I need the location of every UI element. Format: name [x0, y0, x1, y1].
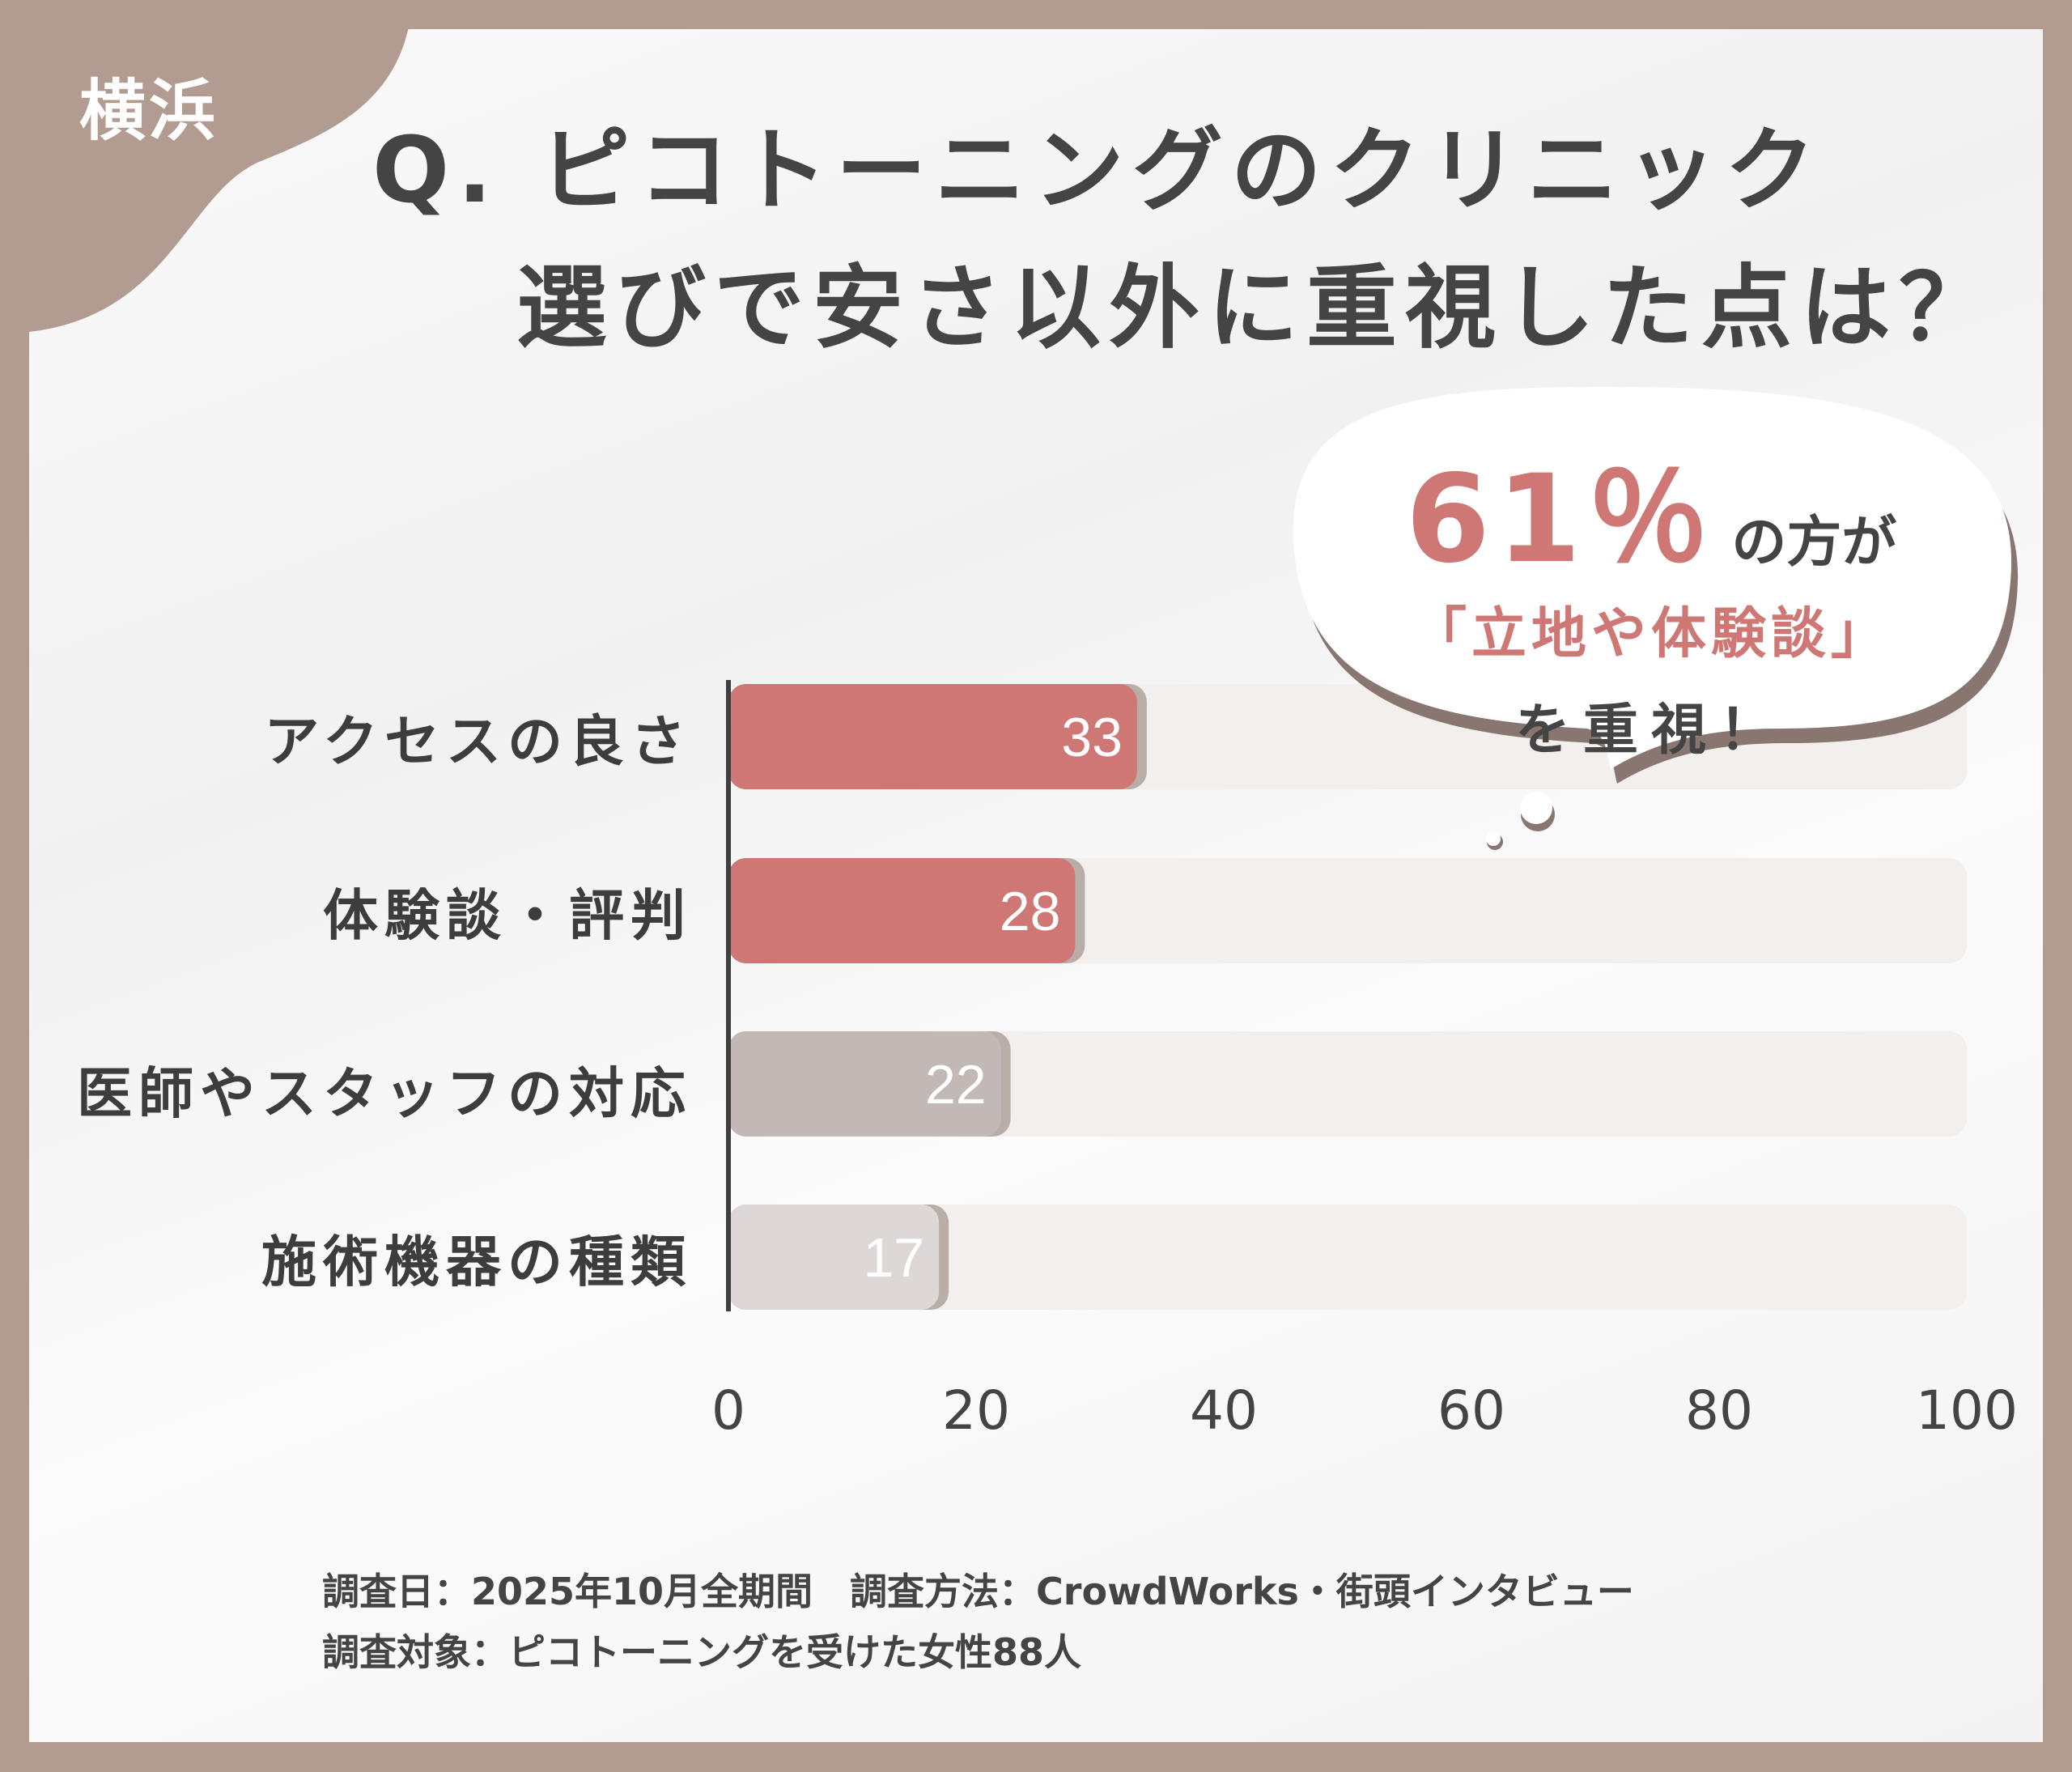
- category-label: 施術機器の種類: [261, 1230, 692, 1295]
- category-label: 体験談・評判: [322, 884, 692, 949]
- callout-bubble: [1293, 386, 2012, 769]
- x-tick-label: 0: [711, 1379, 745, 1442]
- callout-text: 61％ の方が 「立地や体験談」 を重視！: [1295, 421, 2007, 765]
- bubble-dot: [1520, 792, 1552, 824]
- x-tick-label: 60: [1437, 1379, 1505, 1442]
- x-tick-label: 20: [942, 1379, 1010, 1442]
- bar: [728, 684, 1137, 789]
- bar-track: [728, 1031, 1967, 1137]
- callout-percent: 61％: [1405, 449, 1716, 590]
- x-tick-label: 100: [1916, 1379, 2018, 1442]
- bar-track: [728, 1205, 1967, 1310]
- bar-value-label: 33: [1061, 707, 1123, 768]
- category-label: 医師やスタッフの対応: [76, 1062, 692, 1127]
- bar-value-label: 22: [925, 1054, 987, 1115]
- bar: [728, 1205, 940, 1310]
- x-tick-label: 80: [1685, 1379, 1753, 1442]
- bar: [728, 858, 1076, 963]
- footnote-survey-info: 調査日：2025年10月全期間 調査方法：CrowdWorks・街頭インタビュー: [322, 1570, 1634, 1613]
- corner-blob: [0, 0, 413, 332]
- bar-value-label: 17: [863, 1227, 924, 1289]
- callout-suffix: の方が: [1731, 511, 1897, 575]
- title-line-2: 選びで安さ以外に重視した点は？: [516, 256, 1998, 361]
- city-badge: 横浜: [79, 73, 219, 150]
- callout-line-2: 「立地や体験談」: [1411, 602, 1891, 666]
- title-line-1: Q. ピコトーニングのクリニック: [372, 118, 1824, 223]
- bar-value-label: 28: [1000, 881, 1061, 942]
- bubble-dot: [1486, 831, 1501, 846]
- callout-line-1: 61％ の方が: [1295, 421, 2007, 597]
- x-tick-label: 40: [1190, 1379, 1258, 1442]
- callout-line-3: を重視！: [1514, 699, 1787, 763]
- bar: [728, 1031, 1001, 1137]
- footnote-survey-target: 調査対象：ピコトーニングを受けた女性88人: [322, 1630, 1082, 1674]
- category-label: アクセスの良さ: [264, 710, 692, 775]
